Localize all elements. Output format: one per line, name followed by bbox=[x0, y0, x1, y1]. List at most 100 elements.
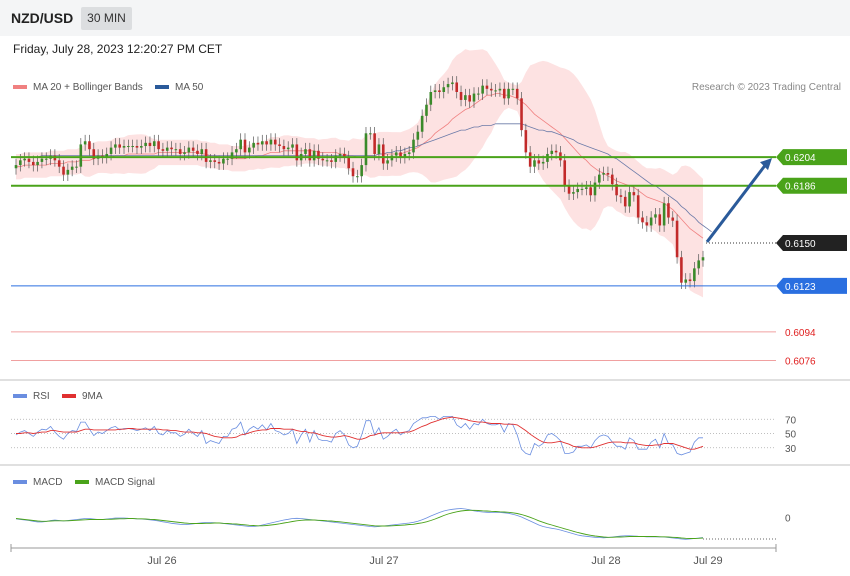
candle bbox=[40, 158, 44, 162]
legend-macd-signal: MACD Signal bbox=[95, 477, 155, 488]
candle bbox=[92, 149, 96, 159]
candle bbox=[667, 203, 670, 218]
candle bbox=[343, 153, 346, 158]
candle bbox=[697, 260, 700, 269]
candle bbox=[183, 152, 186, 154]
candle bbox=[455, 82, 459, 92]
legend-swatch-macd-signal bbox=[75, 480, 89, 484]
candle bbox=[399, 152, 402, 158]
candle bbox=[554, 150, 558, 153]
candle bbox=[407, 152, 411, 154]
candle bbox=[321, 158, 325, 161]
macd-panel: 0 bbox=[15, 508, 791, 540]
candle bbox=[610, 174, 614, 185]
candle bbox=[563, 160, 567, 186]
level-tag-resistance bbox=[776, 149, 847, 166]
candle bbox=[75, 166, 78, 168]
candle bbox=[585, 187, 588, 189]
candle bbox=[412, 139, 415, 153]
candle bbox=[632, 192, 636, 196]
candle bbox=[425, 104, 428, 116]
candle bbox=[364, 133, 368, 166]
candle bbox=[44, 158, 48, 160]
candle bbox=[191, 147, 195, 151]
candle bbox=[135, 146, 139, 148]
candle bbox=[438, 90, 441, 92]
candle bbox=[494, 90, 497, 92]
candle bbox=[645, 222, 649, 226]
candle bbox=[286, 147, 290, 150]
candle bbox=[282, 146, 286, 150]
candle bbox=[420, 115, 424, 132]
candle bbox=[144, 142, 147, 147]
candle bbox=[446, 84, 450, 88]
candle bbox=[127, 146, 130, 148]
candle bbox=[381, 144, 385, 164]
candle bbox=[170, 147, 173, 150]
legend-swatch-macd bbox=[13, 480, 27, 484]
macd-signal-line bbox=[15, 509, 704, 539]
candle bbox=[19, 160, 22, 166]
ma50-line bbox=[16, 123, 712, 233]
candle bbox=[598, 174, 601, 183]
candle bbox=[550, 150, 554, 154]
candle bbox=[680, 257, 683, 283]
candle bbox=[118, 144, 121, 148]
rsi-ma-line bbox=[16, 416, 704, 450]
candle bbox=[222, 158, 225, 164]
rsi-line bbox=[15, 416, 703, 456]
rsi-legend: RSI 9MA bbox=[13, 391, 103, 402]
candle bbox=[593, 182, 597, 196]
candle bbox=[541, 161, 545, 164]
top-bar: NZD/USD 30 MIN bbox=[0, 0, 850, 36]
level-tag-support bbox=[776, 277, 847, 294]
candle bbox=[658, 214, 662, 226]
timeframe-button[interactable]: 30 MIN bbox=[81, 7, 132, 30]
candle bbox=[235, 149, 238, 153]
candle bbox=[209, 160, 212, 162]
legend-swatch-rsi bbox=[13, 394, 27, 398]
candle bbox=[636, 195, 640, 218]
candle bbox=[468, 95, 471, 102]
candle bbox=[88, 141, 91, 150]
candle bbox=[386, 160, 389, 164]
candle bbox=[489, 88, 493, 91]
level-label-current: 0.6150 bbox=[785, 239, 816, 250]
level-label-support: 0.6123 bbox=[785, 282, 816, 293]
candle bbox=[619, 195, 623, 197]
candle bbox=[684, 279, 688, 283]
candle bbox=[520, 98, 523, 131]
candle bbox=[606, 173, 610, 175]
price-panel: 0.6204 0.6186 0.6150 0.6123 0.6094 0.6076 bbox=[11, 49, 847, 368]
candle bbox=[256, 142, 260, 145]
candle bbox=[252, 142, 255, 148]
candle bbox=[157, 141, 160, 150]
candle bbox=[701, 257, 705, 261]
legend-ma20: MA 20 + Bollinger Bands bbox=[33, 82, 143, 93]
candle bbox=[239, 139, 242, 150]
candle bbox=[260, 141, 264, 145]
candle bbox=[79, 144, 83, 167]
candle bbox=[502, 88, 506, 99]
candle bbox=[351, 168, 355, 177]
candle bbox=[576, 188, 579, 193]
candle bbox=[649, 217, 653, 226]
candle bbox=[122, 146, 126, 148]
candle bbox=[27, 158, 31, 162]
candle bbox=[360, 165, 363, 177]
candle bbox=[641, 217, 644, 223]
candle bbox=[152, 141, 156, 147]
x-axis: Jul 26 Jul 27 Jul 28 Jul 29 bbox=[10, 544, 777, 567]
legend-macd: MACD bbox=[33, 477, 62, 488]
candle bbox=[589, 187, 592, 196]
candle bbox=[278, 144, 281, 147]
candle bbox=[213, 160, 217, 162]
candle bbox=[533, 160, 536, 167]
candle bbox=[394, 152, 398, 156]
currency-pair: NZD/USD bbox=[11, 10, 74, 26]
candle bbox=[14, 165, 18, 169]
candle bbox=[269, 139, 273, 145]
candle bbox=[356, 176, 359, 178]
